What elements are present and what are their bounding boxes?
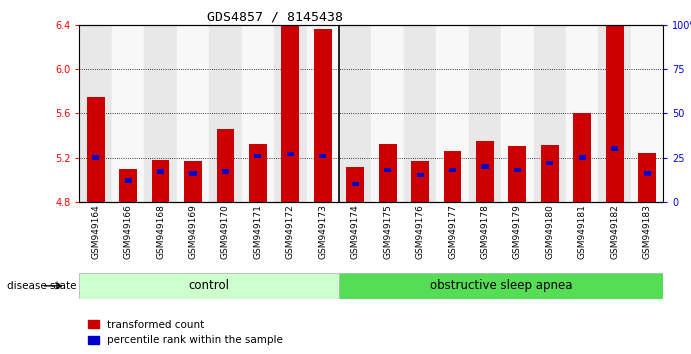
Bar [177,25,209,202]
Bar [547,161,553,165]
Bar [124,178,132,183]
Bar [598,25,631,202]
Bar [379,144,397,202]
Bar [184,161,202,202]
Bar [242,25,274,202]
Bar [411,161,429,202]
Text: GDS4857 / 8145438: GDS4857 / 8145438 [207,11,343,24]
Bar [216,129,234,202]
Bar [611,147,618,151]
Bar [606,0,623,202]
Legend: transformed count, percentile rank within the sample: transformed count, percentile rank withi… [88,320,283,345]
Bar [566,25,598,202]
Bar [254,154,261,158]
Text: disease state: disease state [7,281,77,291]
Bar [371,25,404,202]
Bar [157,170,164,174]
Bar [384,168,391,172]
Bar [444,151,462,202]
Bar [501,25,533,202]
Bar [449,168,456,172]
Bar [87,97,104,202]
Bar [209,25,242,202]
Bar [249,144,267,202]
Bar [436,25,468,202]
Bar [281,0,299,202]
Bar [514,168,521,172]
Bar [120,169,137,202]
Bar [346,167,364,202]
Bar [287,152,294,156]
Bar [482,164,489,169]
Bar [151,160,169,202]
Bar [352,182,359,186]
Bar [314,29,332,202]
Bar [79,25,112,202]
Text: obstructive sleep apnea: obstructive sleep apnea [430,279,572,292]
Bar [404,25,436,202]
Bar [274,25,307,202]
Bar [144,25,177,202]
Bar [189,171,196,176]
Bar [417,173,424,177]
Bar [339,25,371,202]
Bar [307,25,339,202]
Bar [643,171,651,176]
Bar [578,155,586,160]
Bar [541,145,559,202]
Bar [476,141,494,202]
Bar [509,147,527,202]
Bar [112,25,144,202]
Bar [574,113,591,202]
Bar [631,25,663,202]
Text: control: control [189,279,229,292]
Bar [222,170,229,174]
Bar [92,155,100,160]
Bar [533,25,566,202]
Bar [638,153,656,202]
Bar [319,154,326,158]
Bar [468,25,501,202]
